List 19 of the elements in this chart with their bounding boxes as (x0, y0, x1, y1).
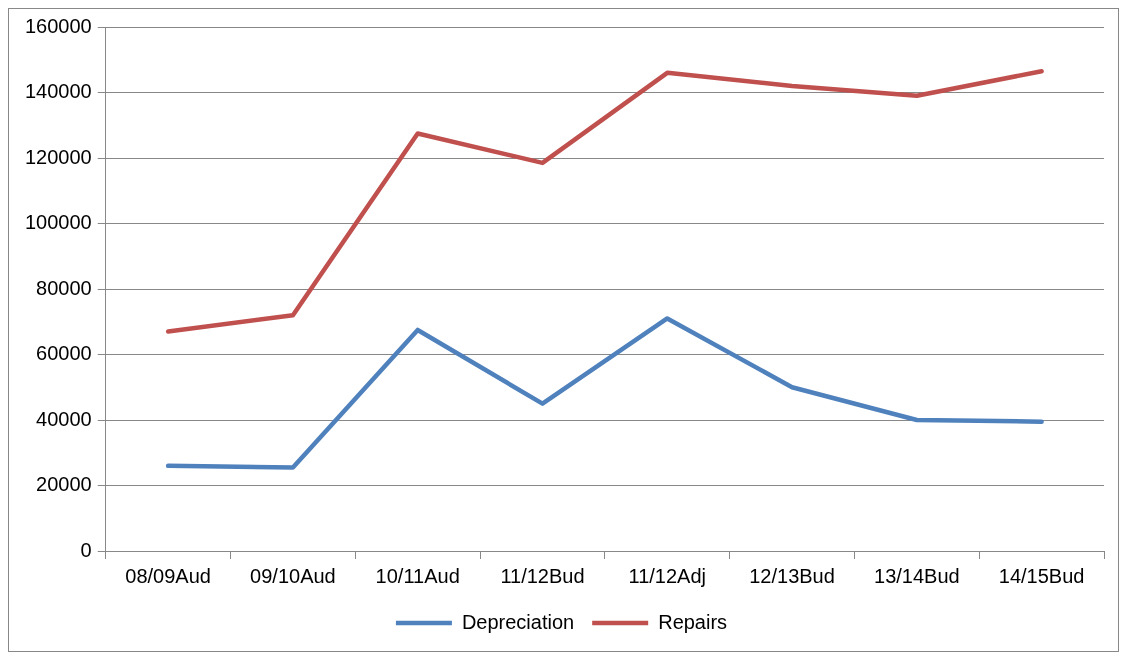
x-tick-label: 09/10Aud (250, 564, 336, 587)
y-tick-label: 100000 (24, 211, 92, 234)
y-tick-label: 60000 (36, 342, 92, 365)
x-tick-label: 11/12Bud (500, 564, 585, 587)
x-tick-label: 08/09Aud (125, 564, 211, 587)
x-tick-label: 10/11Aud (375, 564, 460, 587)
x-tick-label: 11/12Adj (628, 564, 706, 587)
y-tick-label: 40000 (36, 407, 92, 430)
x-tick-label: 13/14Bud (874, 564, 960, 587)
y-tick-label: 0 (80, 538, 92, 561)
y-tick-label: 80000 (36, 276, 92, 299)
legend-label: Repairs (658, 610, 728, 633)
y-tick-label: 20000 (36, 473, 92, 496)
x-tick-label: 12/13Bud (749, 564, 835, 587)
y-tick-label: 140000 (24, 80, 92, 103)
x-tick-label: 14/15Bud (998, 564, 1085, 587)
y-tick-label: 120000 (24, 145, 92, 168)
y-tick-label: 160000 (24, 14, 92, 37)
legend-label: Depreciation (461, 610, 575, 633)
